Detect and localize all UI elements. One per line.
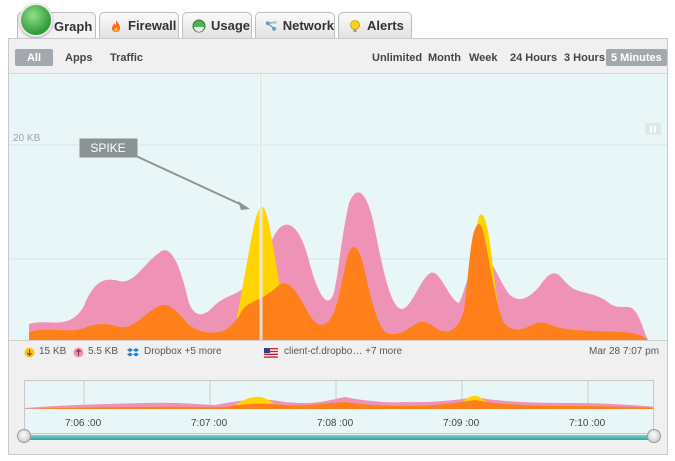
- tab-usage-label: Usage: [211, 18, 251, 33]
- dropbox-icon: [127, 348, 139, 357]
- timeline-right-handle[interactable]: [647, 429, 661, 443]
- tab-alerts[interactable]: Alerts: [338, 12, 412, 38]
- timeline-scrubber[interactable]: 7:06 :00 7:07 :00 7:08 :00 7:09 :00 7:10…: [9, 367, 667, 456]
- spike-label-box: [78, 137, 139, 159]
- download-amount: 15 KB: [39, 346, 67, 357]
- legend-bar: 15 KB 5.5 KB Dropbox +5 more client-cf.d…: [9, 340, 667, 364]
- tab-graph-label: Graph: [54, 18, 93, 34]
- spike-label: SPIKE: [90, 141, 125, 155]
- spike-arrow: [135, 155, 243, 206]
- tab-bar: Graph Firewall Usage Network Alerts: [0, 0, 675, 39]
- range-5-minutes-button[interactable]: 5 Minutes: [606, 49, 667, 66]
- range-month-button[interactable]: Month: [428, 51, 461, 64]
- flame-icon: [112, 19, 120, 32]
- graph-panel: All Apps Traffic Unlimited Month Week 24…: [8, 38, 668, 455]
- pause-icon-bar: [650, 126, 652, 132]
- traffic-graph[interactable]: 20 KB SPIKE: [9, 73, 667, 341]
- filter-traffic-button[interactable]: Traffic: [110, 51, 144, 64]
- tab-usage[interactable]: Usage: [182, 12, 252, 38]
- tab-network[interactable]: Network: [255, 12, 335, 38]
- host-list-link[interactable]: client-cf.dropbo… +7 more: [284, 346, 403, 357]
- timeline-selection-bar[interactable]: [24, 435, 654, 440]
- spike-arrowhead: [238, 201, 250, 210]
- filter-all-button[interactable]: All: [15, 49, 53, 66]
- timeline-label-5: 7:10 :00: [569, 418, 606, 429]
- tab-firewall-label: Firewall: [128, 18, 177, 33]
- bell-icon: [350, 19, 360, 32]
- traffic-graph-svg: 20 KB SPIKE: [9, 74, 667, 340]
- usage-icon: [192, 19, 206, 32]
- us-flag-icon: [264, 348, 278, 358]
- scale-label: 20 KB: [13, 133, 41, 144]
- pause-icon[interactable]: [645, 123, 661, 135]
- timeline-svg: [25, 381, 653, 433]
- download-area: [29, 224, 648, 340]
- timeline-label-2: 7:07 :00: [191, 418, 228, 429]
- spike-annotation: SPIKE: [78, 137, 250, 210]
- timeline-label-1: 7:06 :00: [65, 418, 102, 429]
- timeline-label-3: 7:08 :00: [317, 418, 354, 429]
- network-icon: [265, 20, 277, 31]
- tab-alerts-label: Alerts: [367, 18, 404, 33]
- timeline-overview[interactable]: [24, 380, 654, 434]
- download-icon: [24, 347, 35, 358]
- range-unlimited-button[interactable]: Unlimited: [372, 51, 423, 64]
- timestamp: Mar 28 7:07 pm: [589, 346, 660, 357]
- upload-icon: [73, 347, 84, 358]
- filter-apps-button[interactable]: Apps: [65, 51, 93, 64]
- app-list-link[interactable]: Dropbox +5 more: [144, 346, 222, 357]
- range-3-hours-button[interactable]: 3 Hours: [564, 51, 605, 64]
- range-week-button[interactable]: Week: [469, 51, 498, 64]
- upload-amount: 5.5 KB: [88, 346, 119, 357]
- timeline-left-handle[interactable]: [17, 429, 31, 443]
- tab-firewall[interactable]: Firewall: [99, 12, 179, 38]
- tab-network-label: Network: [282, 18, 334, 33]
- timeline-baseline-cover: [25, 409, 653, 433]
- range-24-hours-button[interactable]: 24 Hours: [510, 51, 558, 64]
- pause-icon-bar: [654, 126, 656, 132]
- graph-icon: [19, 3, 53, 37]
- timeline-label-4: 7:09 :00: [443, 418, 480, 429]
- filter-bar: All Apps Traffic Unlimited Month Week 24…: [9, 39, 667, 73]
